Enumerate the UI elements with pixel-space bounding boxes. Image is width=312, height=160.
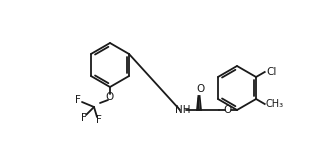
Text: Cl: Cl xyxy=(267,67,277,77)
Text: NH: NH xyxy=(175,105,191,115)
Text: F: F xyxy=(75,95,81,105)
Text: F: F xyxy=(81,113,87,123)
Text: O: O xyxy=(197,84,205,94)
Text: CH₃: CH₃ xyxy=(266,99,284,109)
Text: F: F xyxy=(96,115,102,125)
Text: O: O xyxy=(224,105,232,115)
Text: O: O xyxy=(106,92,114,102)
